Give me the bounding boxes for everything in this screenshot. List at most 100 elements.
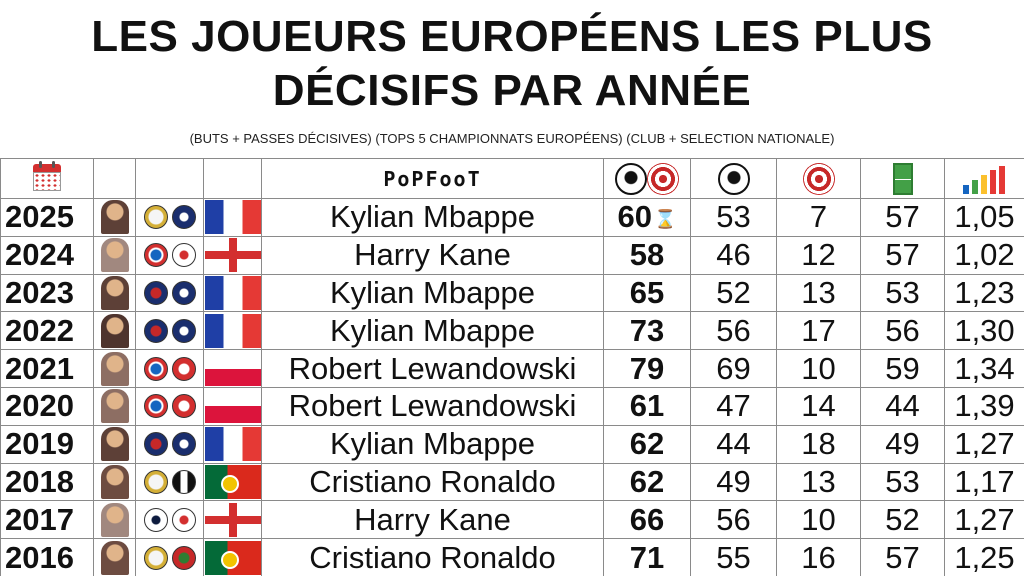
flag-icon	[204, 540, 261, 575]
header-brand-cell: PoPFooT	[261, 158, 604, 199]
title-line-1: LES JOUEURS EUROPÉENS LES PLUS	[91, 12, 933, 61]
federation-crest-icon	[171, 356, 196, 381]
flag-icon	[204, 464, 261, 499]
photo-cell	[93, 235, 136, 275]
table-row: 2022 Kylian Mbappe 73 56 17 56 1,30	[0, 311, 1024, 351]
club-crest-icon	[143, 280, 168, 305]
flag-icon	[204, 200, 261, 235]
flag-icon	[204, 351, 261, 386]
total-cell: 58	[603, 235, 691, 275]
year-cell: 2016	[0, 538, 94, 576]
player-name: Harry Kane	[261, 500, 604, 540]
photo-cell	[93, 538, 136, 576]
assists-cell: 16	[776, 538, 861, 576]
assists-cell: 17	[776, 311, 861, 351]
target-icon	[647, 162, 679, 195]
player-photo	[100, 540, 129, 575]
crest-cell	[135, 386, 204, 426]
title-line-2: DÉCISIFS PAR ANNÉE	[272, 66, 752, 115]
goals-cell: 44	[690, 424, 777, 464]
photo-cell	[93, 386, 136, 426]
flag-icon	[204, 502, 261, 537]
player-photo	[100, 200, 129, 235]
assists-cell: 10	[776, 500, 861, 540]
year-cell: 2022	[0, 311, 94, 351]
header-flag-cell	[203, 158, 262, 199]
year-cell: 2021	[0, 349, 94, 388]
flag-icon	[204, 389, 261, 424]
table-row: 2020 Robert Lewandowski 61 47 14 44 1,39	[0, 386, 1024, 426]
club-crest-icon	[171, 469, 196, 494]
ratio-cell: 1,27	[944, 500, 1024, 540]
player-name: Cristiano Ronaldo	[261, 538, 604, 576]
total-cell: 61	[603, 386, 691, 426]
header-total-cell	[603, 158, 691, 199]
table-row: 2024 Harry Kane 58 46 12 57 1,02	[0, 235, 1024, 275]
total-cell: 62	[603, 424, 691, 464]
year-cell: 2018	[0, 462, 94, 502]
player-photo	[100, 313, 129, 348]
player-name: Harry Kane	[261, 235, 604, 275]
photo-cell	[93, 311, 136, 351]
matches-cell: 57	[860, 235, 945, 275]
crest-cell	[135, 311, 204, 351]
crest-cell	[135, 462, 204, 502]
player-photo	[100, 427, 129, 462]
table-row: 2023 Kylian Mbappe 65 52 13 53 1,23	[0, 273, 1024, 313]
player-photo	[100, 275, 129, 310]
ratio-cell: 1,05	[944, 198, 1024, 237]
player-photo	[100, 238, 129, 273]
crest-cell	[135, 198, 204, 237]
total-cell: 60 ⌛	[603, 198, 691, 237]
ratio-cell: 1,30	[944, 311, 1024, 351]
ratio-cell: 1,25	[944, 538, 1024, 576]
player-photo	[100, 502, 129, 537]
ratio-cell: 1,17	[944, 462, 1024, 502]
photo-cell	[93, 273, 136, 313]
goals-cell: 56	[690, 311, 777, 351]
header-goals-cell	[690, 158, 777, 199]
crest-cell	[135, 273, 204, 313]
assists-cell: 10	[776, 349, 861, 388]
matches-cell: 53	[860, 273, 945, 313]
total-cell: 62	[603, 462, 691, 502]
club-crest-icon	[143, 469, 168, 494]
flag-cell	[203, 462, 262, 502]
total-value: 61	[629, 388, 665, 424]
photo-cell	[93, 500, 136, 540]
matches-cell: 53	[860, 462, 945, 502]
ball-icon	[615, 162, 647, 195]
ratio-cell: 1,34	[944, 349, 1024, 388]
hourglass-icon: ⌛	[654, 208, 677, 229]
assists-cell: 13	[776, 273, 861, 313]
club-crest-icon	[143, 356, 168, 381]
player-photo	[100, 389, 129, 424]
goals-cell: 69	[690, 349, 777, 388]
header-matches-cell	[860, 158, 945, 199]
crest-cell	[135, 235, 204, 275]
club-crest-icon	[143, 394, 168, 419]
total-value: 73	[629, 312, 665, 348]
table-row: 2016 Cristiano Ronaldo 71 55 16 57 1,25	[0, 538, 1024, 576]
table-row: 2017 Harry Kane 66 56 10 52 1,27	[0, 500, 1024, 540]
matches-cell: 44	[860, 386, 945, 426]
ratio-cell: 1,02	[944, 235, 1024, 275]
table-row: 2018 Cristiano Ronaldo 62 49 13 53 1,17	[0, 462, 1024, 502]
flag-cell	[203, 273, 262, 313]
photo-cell	[93, 349, 136, 388]
total-value: 79	[629, 350, 665, 386]
total-cell: 73	[603, 311, 691, 351]
pitch-icon	[892, 162, 913, 195]
total-cell: 65	[603, 273, 691, 313]
player-photo	[100, 464, 129, 499]
page-title: LES JOUEURS EUROPÉENS LES PLUS DÉCISIFS …	[0, 10, 1024, 118]
ratio-cell: 1,39	[944, 386, 1024, 426]
year-cell: 2025	[0, 198, 94, 237]
player-name: Kylian Mbappe	[261, 311, 604, 351]
table-row: 2021 Robert Lewandowski 79 69 10 59 1,34	[0, 349, 1024, 388]
table-row: 2019 Kylian Mbappe 62 44 18 49 1,27	[0, 424, 1024, 464]
goals-cell: 47	[690, 386, 777, 426]
federation-crest-icon	[171, 432, 196, 457]
club-crest-icon	[143, 507, 168, 532]
flag-icon	[204, 275, 261, 310]
